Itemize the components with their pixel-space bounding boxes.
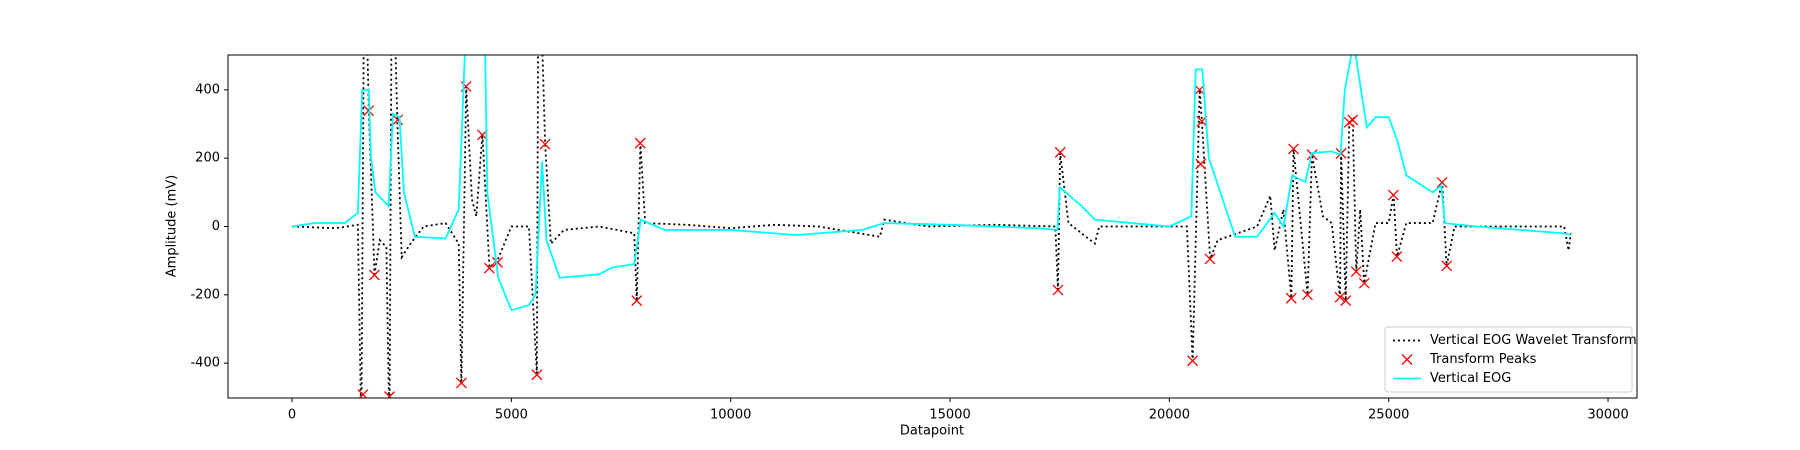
peak-marker xyxy=(531,369,543,381)
peak-marker xyxy=(384,391,395,398)
legend-label: Transform Peaks xyxy=(1429,352,1537,367)
x-tick-label: 30000 xyxy=(1587,408,1628,423)
legend: Vertical EOG Wavelet Transform Transform … xyxy=(1384,326,1637,393)
x-tick-label: 10000 xyxy=(710,408,751,423)
peak-marker xyxy=(1334,291,1346,303)
legend-marker xyxy=(1401,354,1413,365)
peak-marker xyxy=(368,269,380,281)
legend-label: Vertical EOG xyxy=(1430,371,1511,386)
y-tick-label: 0 xyxy=(212,219,220,234)
peak-marker xyxy=(1347,114,1359,126)
peak-marker xyxy=(1391,251,1403,263)
x-tick-label: 20000 xyxy=(1149,408,1190,423)
x-axis-label: Datapoint xyxy=(900,424,964,439)
peak-marker xyxy=(631,295,643,307)
peak-marker xyxy=(1054,146,1066,158)
y-tick-label: -400 xyxy=(190,356,220,371)
peak-marker xyxy=(1302,289,1313,301)
x-tick-label: 15000 xyxy=(929,408,970,423)
peak-marker xyxy=(483,262,495,274)
y-tick-label: -200 xyxy=(190,287,220,302)
peak-marker xyxy=(1195,158,1207,170)
peak-marker xyxy=(1441,260,1453,272)
legend-label: Vertical EOG Wavelet Transform xyxy=(1430,333,1637,348)
peak-marker xyxy=(1358,277,1370,289)
peak-marker xyxy=(1187,355,1199,367)
peak-marker xyxy=(1052,284,1064,296)
peak-marker xyxy=(1204,253,1216,265)
peak-marker xyxy=(392,114,404,126)
peak-marker xyxy=(1285,292,1297,304)
series-line xyxy=(292,55,1572,398)
peak-marker xyxy=(1288,143,1300,155)
y-tick-label: 400 xyxy=(195,82,220,97)
series-line xyxy=(291,55,1571,312)
peak-marker xyxy=(1340,295,1352,307)
peak-marker xyxy=(1387,189,1399,201)
peak-marker xyxy=(634,137,646,149)
peak-marker xyxy=(455,377,467,389)
x-tick-label: 5000 xyxy=(495,408,528,423)
legend-box xyxy=(1384,326,1633,393)
x-tick-label: 25000 xyxy=(1368,408,1409,423)
x-tick-label: 0 xyxy=(288,408,296,423)
y-tick-label: 200 xyxy=(195,151,220,166)
peak-marker xyxy=(1436,176,1448,188)
plot-area xyxy=(291,55,1572,398)
y-axis-label: Amplitude (mV) xyxy=(165,175,180,277)
peak-marker xyxy=(492,256,503,268)
peak-marker xyxy=(539,138,551,150)
peak-marker xyxy=(1350,266,1362,278)
